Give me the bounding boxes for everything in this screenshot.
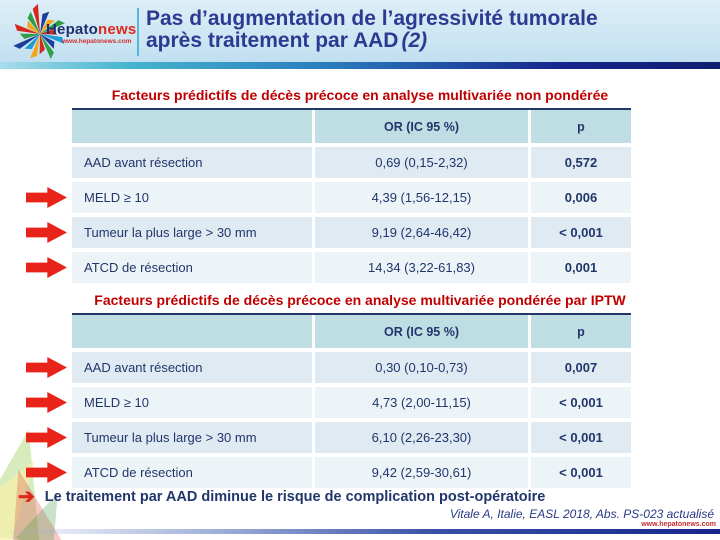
hepatonews-logo: Hepatonews www.hepatonews.com (6, 1, 138, 61)
col-header-or: OR (IC 95 %) (315, 110, 528, 143)
slide-title: Pas d’augmentation de l’agressivité tumo… (146, 8, 706, 52)
citation: Vitale A, Italie, EASL 2018, Abs. PS-023… (449, 507, 714, 521)
starburst-icon (13, 3, 65, 59)
table-row: MELD ≥ 10 4,39 (1,56-12,15) 0,006 (26, 182, 631, 213)
row-pointer-arrow (26, 391, 67, 414)
row-label-cell: MELD ≥ 10 (72, 182, 312, 213)
col-header-p: p (531, 315, 631, 348)
p-cell: 0,001 (531, 252, 631, 283)
row-pointer-arrow (26, 461, 67, 484)
conclusion-text: Le traitement par AAD diminue le risque … (44, 489, 546, 505)
or-cell: 0,30 (0,10-0,73) (315, 352, 528, 383)
row-pointer-arrow (26, 356, 67, 379)
brand-url: www.hepatonews.com (62, 38, 132, 45)
or-cell: 0,69 (0,15-2,32) (315, 147, 528, 178)
header-accent-band (0, 62, 720, 69)
conclusion: ➔ Le traitement par AAD diminue le risqu… (18, 487, 545, 507)
row-label-cell: Tumeur la plus large > 30 mm (72, 422, 312, 453)
or-cell: 4,73 (2,00-11,15) (315, 387, 528, 418)
table-row: Tumeur la plus large > 30 mm 9,19 (2,64-… (26, 217, 631, 248)
slide-title-line2: après traitement par AAD (2) (146, 29, 428, 52)
p-cell: < 0,001 (531, 217, 631, 248)
brand-news: news (98, 21, 137, 38)
table-row: AAD avant résection 0,30 (0,10-0,73) 0,0… (26, 352, 631, 383)
table-header-row: OR (IC 95 %) p (72, 108, 631, 143)
table-iptw: OR (IC 95 %) p AAD avant résection 0,30 … (26, 313, 631, 492)
row-label-cell: AAD avant résection (72, 352, 312, 383)
table-row: MELD ≥ 10 4,73 (2,00-11,15) < 0,001 (26, 387, 631, 418)
bottom-accent-bar (0, 529, 720, 534)
section-title-iptw: Facteurs prédictifs de décès précoce en … (94, 292, 626, 308)
p-cell: 0,007 (531, 352, 631, 383)
row-pointer-arrow (26, 186, 67, 209)
header-divider (137, 8, 139, 56)
brand-name: Hepatonews (46, 21, 136, 38)
row-label-cell: ATCD de résection (72, 252, 312, 283)
slide-header: Hepatonews www.hepatonews.com Pas d’augm… (0, 0, 720, 62)
p-cell: 0,006 (531, 182, 631, 213)
row-label-cell: Tumeur la plus large > 30 mm (72, 217, 312, 248)
table-row: AAD avant résection 0,69 (0,15-2,32) 0,5… (72, 147, 631, 178)
p-cell: < 0,001 (531, 422, 631, 453)
table-row: Tumeur la plus large > 30 mm 6,10 (2,26-… (26, 422, 631, 453)
col-header-empty (72, 315, 312, 348)
table-row: ATCD de résection 14,34 (3,22-61,83) 0,0… (26, 252, 631, 283)
row-pointer-arrow (26, 426, 67, 449)
slide-title-line1: Pas d’augmentation de l’agressivité tumo… (146, 7, 598, 30)
conclusion-arrow-icon: ➔ (18, 486, 35, 508)
row-label-cell: ATCD de résection (72, 457, 312, 488)
or-cell: 9,19 (2,64-46,42) (315, 217, 528, 248)
p-cell: < 0,001 (531, 387, 631, 418)
or-cell: 6,10 (2,26-23,30) (315, 422, 528, 453)
or-cell: 4,39 (1,56-12,15) (315, 182, 528, 213)
footer-url: www.hepatonews.com (641, 521, 716, 528)
col-header-or: OR (IC 95 %) (315, 315, 528, 348)
row-label-cell: MELD ≥ 10 (72, 387, 312, 418)
table-header-row: OR (IC 95 %) p (72, 313, 631, 348)
col-header-p: p (531, 110, 631, 143)
row-pointer-arrow (26, 221, 67, 244)
p-cell: 0,572 (531, 147, 631, 178)
section-title-unweighted: Facteurs prédictifs de décès précoce en … (111, 87, 609, 103)
row-label-cell: AAD avant résection (72, 147, 312, 178)
slide-title-number: (2) (401, 29, 428, 52)
or-cell: 14,34 (3,22-61,83) (315, 252, 528, 283)
table-unweighted: OR (IC 95 %) p AAD avant résection 0,69 … (26, 108, 631, 287)
row-pointer-arrow (26, 256, 67, 279)
brand-hepato: Hepato (46, 21, 99, 38)
or-cell: 9,42 (2,59-30,61) (315, 457, 528, 488)
col-header-empty (72, 110, 312, 143)
table-row: ATCD de résection 9,42 (2,59-30,61) < 0,… (26, 457, 631, 488)
p-cell: < 0,001 (531, 457, 631, 488)
